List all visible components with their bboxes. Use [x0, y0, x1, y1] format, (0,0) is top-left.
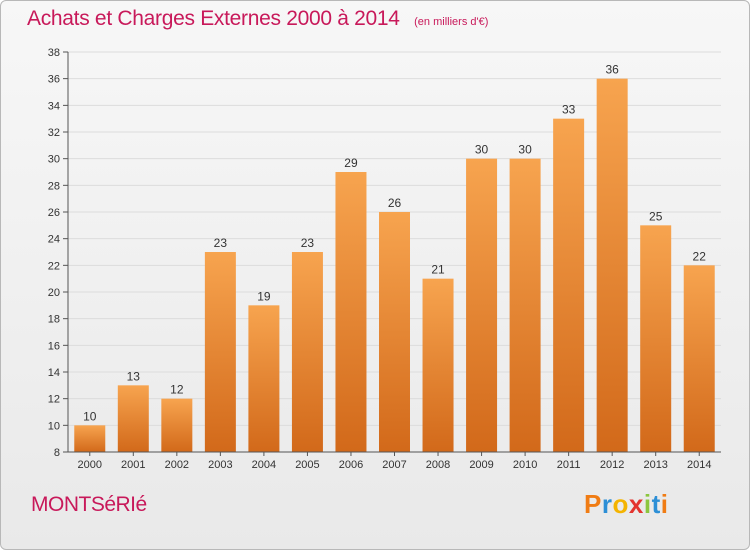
commune-name: MONTSéRIé	[31, 493, 147, 516]
x-tick-label: 2005	[295, 459, 319, 471]
logo-letter: t	[651, 489, 661, 519]
bar-value-label: 21	[431, 263, 445, 277]
bar	[683, 265, 715, 452]
logo-letter: o	[612, 489, 629, 519]
bar-value-label: 13	[127, 369, 141, 383]
logo-letter: r	[601, 489, 613, 519]
y-tick-label: 30	[48, 154, 60, 166]
y-tick-label: 24	[48, 234, 60, 246]
y-tick-label: 16	[48, 340, 60, 352]
y-tick-label: 10	[48, 420, 60, 432]
y-tick-label: 22	[48, 260, 60, 272]
y-tick-label: 38	[48, 47, 60, 59]
bar-value-label: 36	[605, 63, 619, 77]
x-tick-label: 2006	[339, 459, 363, 471]
x-tick-label: 2010	[513, 459, 537, 471]
bar	[335, 172, 367, 452]
x-tick-label: 2007	[382, 459, 406, 471]
x-tick-label: 2011	[557, 459, 581, 471]
bar-value-label: 23	[301, 236, 315, 250]
bar-value-label: 30	[475, 143, 489, 157]
bar-value-label: 26	[388, 196, 402, 210]
proxiti-logo: Proxiti	[584, 489, 668, 520]
logo-letter: i	[660, 489, 669, 519]
x-tick-label: 2004	[252, 459, 276, 471]
x-tick-label: 2002	[165, 459, 189, 471]
y-tick-label: 34	[48, 100, 60, 112]
x-tick-label: 2001	[121, 459, 145, 471]
bar	[74, 425, 106, 452]
bar	[553, 118, 585, 453]
bar	[422, 278, 454, 452]
x-tick-label: 2014	[687, 459, 711, 471]
bar	[379, 212, 410, 452]
x-tick-label: 2013	[643, 459, 667, 471]
bar	[204, 252, 236, 452]
bar-value-label: 19	[257, 289, 271, 303]
bar-value-label: 25	[649, 209, 663, 223]
bar	[291, 252, 323, 452]
x-tick-label: 2008	[426, 459, 450, 471]
y-tick-label: 36	[48, 74, 60, 86]
y-tick-label: 32	[48, 127, 60, 139]
y-tick-label: 18	[48, 314, 60, 326]
bar-value-label: 23	[214, 236, 228, 250]
chart-title: Achats et Charges Externes 2000 à 2014	[27, 7, 400, 30]
bar-value-label: 33	[562, 103, 576, 117]
logo-letter: x	[628, 489, 644, 519]
bar-value-label: 29	[344, 156, 358, 170]
logo-letter: i	[643, 489, 652, 519]
bar	[596, 78, 628, 453]
y-tick-label: 12	[48, 394, 60, 406]
bar-value-label: 22	[693, 249, 707, 263]
chart-title-block: Achats et Charges Externes 2000 à 2014 (…	[27, 7, 488, 31]
bar	[466, 158, 498, 452]
x-tick-label: 2000	[78, 459, 102, 471]
y-tick-label: 8	[54, 447, 60, 459]
y-tick-label: 14	[48, 367, 60, 379]
x-tick-label: 2009	[469, 459, 493, 471]
bar	[640, 225, 672, 452]
bar	[161, 398, 193, 452]
x-tick-label: 2012	[600, 459, 624, 471]
bar-value-label: 10	[83, 409, 97, 423]
bar-value-label: 12	[170, 383, 184, 397]
logo-letter: P	[584, 489, 602, 519]
x-tick-label: 2003	[208, 459, 232, 471]
y-tick-label: 28	[48, 180, 60, 192]
y-tick-label: 20	[48, 287, 60, 299]
bar	[509, 158, 541, 452]
bar	[248, 305, 280, 452]
chart-subtitle: (en milliers d'€)	[414, 16, 489, 28]
y-tick-label: 26	[48, 207, 60, 219]
bar	[117, 385, 149, 452]
bar-value-label: 30	[518, 143, 532, 157]
